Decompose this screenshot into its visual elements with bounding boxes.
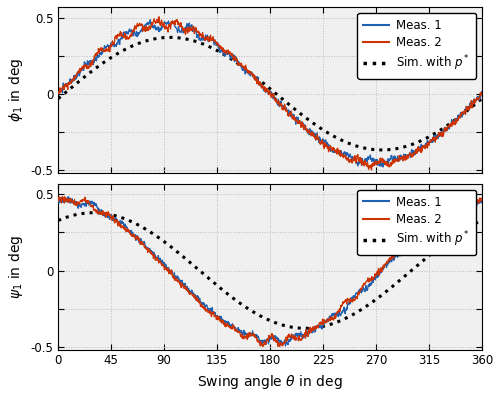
Legend: Meas. 1, Meas. 2, Sim. with $p^*$: Meas. 1, Meas. 2, Sim. with $p^*$ [358, 190, 476, 256]
X-axis label: Swing angle $\theta$ in deg: Swing angle $\theta$ in deg [197, 373, 343, 391]
Y-axis label: $\phi_1$ in deg: $\phi_1$ in deg [7, 58, 25, 122]
Y-axis label: $\psi_1$ in deg: $\psi_1$ in deg [7, 235, 25, 299]
Legend: Meas. 1, Meas. 2, Sim. with $p^*$: Meas. 1, Meas. 2, Sim. with $p^*$ [358, 13, 476, 78]
